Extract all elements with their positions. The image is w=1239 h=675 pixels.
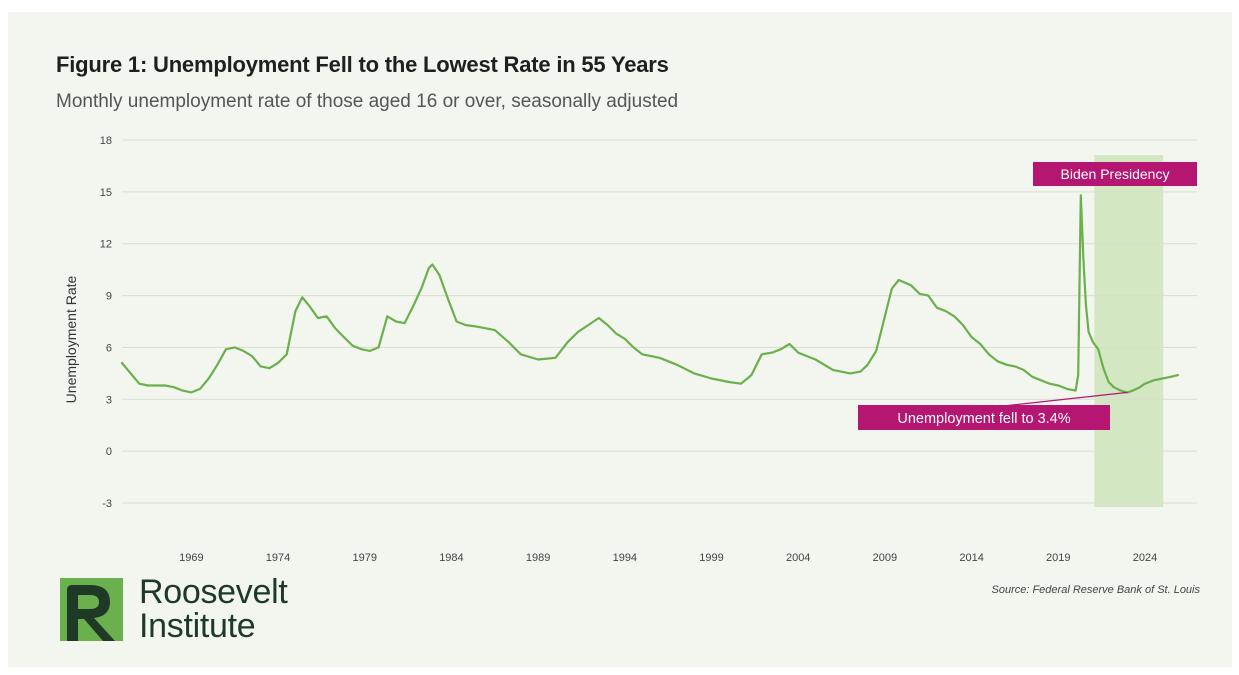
x-tick-label: 2019 [1046, 552, 1070, 564]
x-tick-label: 2014 [959, 552, 983, 564]
x-tick-label: 1989 [526, 552, 550, 564]
x-tick-label: 1979 [352, 552, 376, 564]
roosevelt-r-logo-icon [60, 578, 123, 641]
y-tick-label: -3 [102, 498, 112, 510]
source-note: Source: Federal Reserve Bank of St. Loui… [991, 584, 1201, 596]
x-tick-label: 2004 [786, 552, 810, 564]
biden-presidency-band [1094, 155, 1164, 507]
y-tick-label: 6 [106, 342, 112, 354]
x-tick-label: 2009 [873, 552, 897, 564]
y-tick-label: 15 [100, 187, 112, 199]
x-tick-label: 2024 [1133, 552, 1157, 564]
low-point-label-box [858, 405, 1110, 430]
roosevelt-institute-logo: Roosevelt Institute [60, 573, 400, 646]
y-axis-label: Unemployment Rate [63, 275, 79, 403]
x-tick-label: 1974 [266, 552, 290, 564]
chart-subtitle: Monthly unemployment rate of those aged … [56, 91, 679, 112]
x-tick-label: 1984 [439, 552, 463, 564]
y-tick-label: 18 [100, 135, 112, 147]
chart-title: Figure 1: Unemployment Fell to the Lowes… [56, 52, 669, 77]
y-tick-label: 9 [106, 291, 112, 303]
x-tick-label: 1994 [613, 552, 637, 564]
biden-presidency-label-box [1033, 162, 1197, 186]
y-tick-label: 3 [106, 394, 112, 406]
x-tick-label: 1999 [699, 552, 723, 564]
brand-name-line1: Roosevelt [139, 573, 288, 611]
biden-presidency-label: Biden Presidency [1061, 166, 1170, 182]
unemployment-series-line [120, 194, 1179, 394]
y-tick-label: 0 [106, 446, 112, 458]
chart-card [8, 12, 1232, 667]
low-point-label: Unemployment fell to 3.4% [897, 411, 1070, 427]
y-tick-label: 12 [100, 239, 112, 251]
brand-name-line2: Institute [139, 607, 256, 645]
x-tick-label: 1969 [179, 552, 203, 564]
